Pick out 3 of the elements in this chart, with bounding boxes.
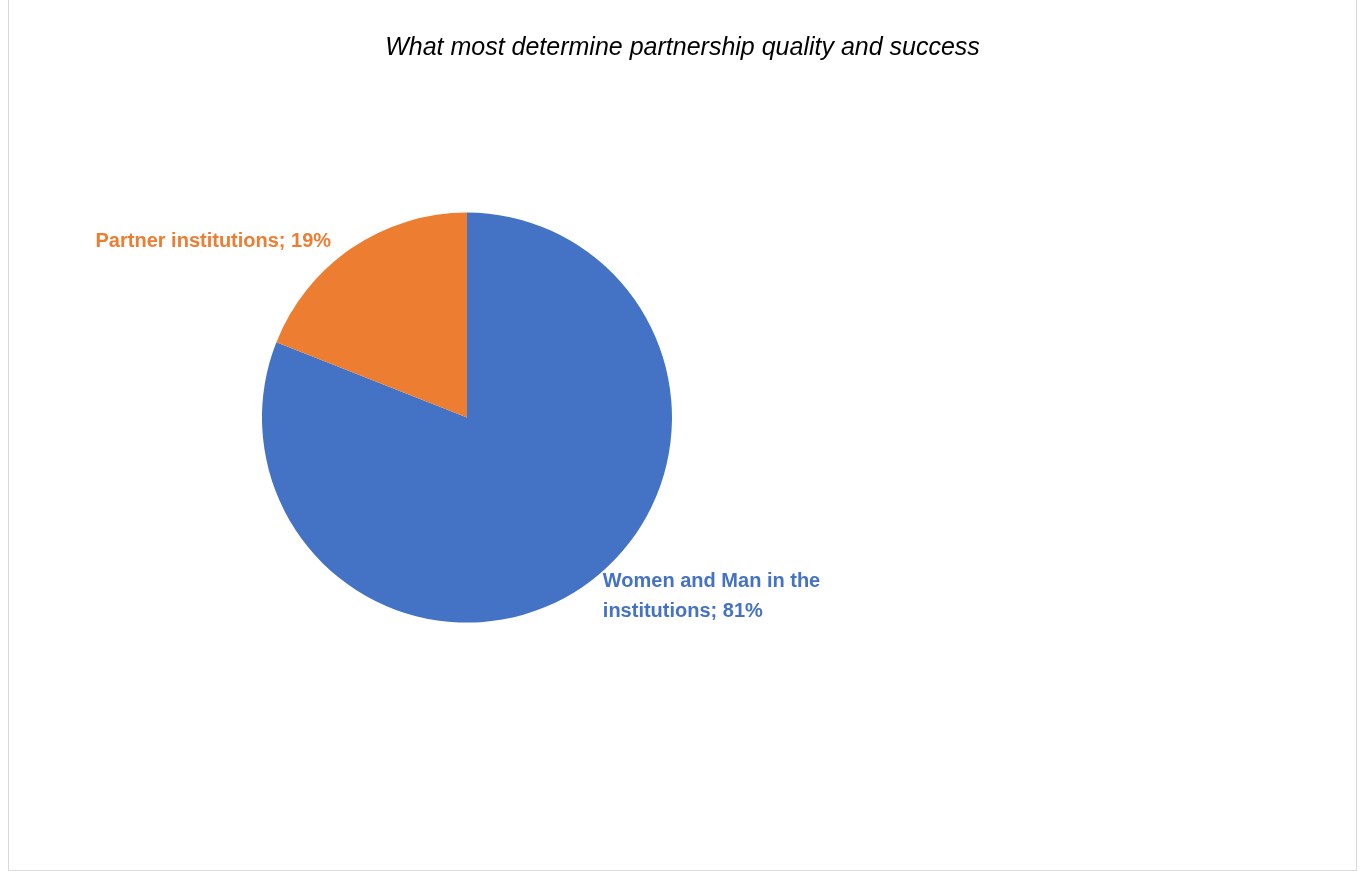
slice-label: Partner institutions; 19% <box>95 228 332 251</box>
slice-label: Women and Man in the institutions; 81% <box>602 569 826 622</box>
chart-title: What most determine partnership quality and success <box>385 31 980 60</box>
